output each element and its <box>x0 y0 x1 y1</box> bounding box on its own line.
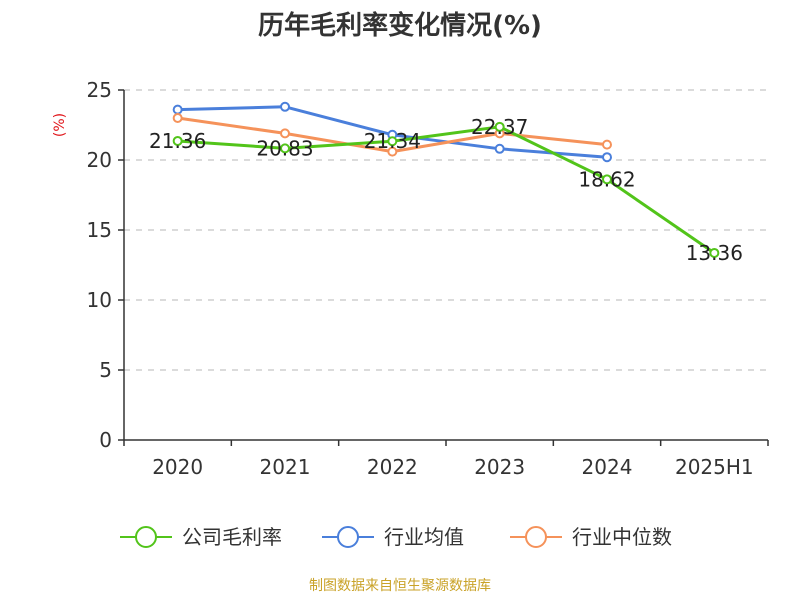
source-note: 制图数据来自恒生聚源数据库 <box>309 578 491 594</box>
legend-item[interactable]: 行业均值 <box>322 525 464 549</box>
legend-swatch-marker <box>337 526 359 548</box>
data-label: 13.36 <box>686 241 743 265</box>
y-tick-label: 25 <box>87 78 112 102</box>
y-tick-label: 15 <box>87 218 112 242</box>
series-group <box>172 101 720 258</box>
data-point <box>602 152 612 163</box>
legend-label: 公司毛利率 <box>182 525 282 549</box>
y-tick-label: 0 <box>99 428 112 452</box>
legend-label: 行业中位数 <box>572 525 672 549</box>
data-point <box>494 121 505 132</box>
data-point <box>280 143 290 154</box>
data-point <box>602 139 612 150</box>
legend-item[interactable]: 行业中位数 <box>510 525 672 549</box>
data-point <box>387 146 398 157</box>
legend-item[interactable]: 公司毛利率 <box>120 525 282 549</box>
data-point <box>387 136 398 147</box>
x-tick-label: 2023 <box>474 455 525 479</box>
y-tick-label: 10 <box>87 288 112 312</box>
data-point <box>494 143 505 154</box>
legend-label: 行业均值 <box>384 525 464 549</box>
data-point <box>280 128 290 139</box>
x-tick-label: 2022 <box>367 455 418 479</box>
x-tick-label: 2020 <box>152 455 203 479</box>
chart-title: 历年毛利率变化情况(%) <box>258 10 542 41</box>
x-tick-label: 2024 <box>582 455 633 479</box>
y-tick-label: 20 <box>87 148 112 172</box>
grid-lines <box>124 89 768 371</box>
legend: 公司毛利率 行业均值 行业中位数 <box>120 525 672 549</box>
x-tick-label: 2021 <box>260 455 311 479</box>
data-point <box>709 247 720 258</box>
data-label: 18.62 <box>578 167 635 191</box>
data-labels: 21.36 20.83 21.34 22.37 18.62 13.36 <box>149 115 743 265</box>
data-point <box>280 101 290 112</box>
x-tick-label: 2025H1 <box>675 455 754 479</box>
data-point <box>172 104 183 115</box>
y-axis-label: (%) <box>52 113 68 137</box>
data-point <box>172 113 183 123</box>
legend-swatch-marker <box>135 526 157 548</box>
data-label: 20.83 <box>256 136 313 160</box>
data-label: 22.37 <box>471 115 528 139</box>
data-point <box>172 135 183 146</box>
axes: 0 5 10 15 20 25 2020 2021 2022 2023 2024 2025H1 <box>87 78 769 479</box>
y-tick-label: 5 <box>99 358 112 382</box>
legend-swatch-marker <box>525 526 547 548</box>
data-label: 21.36 <box>149 129 206 153</box>
data-label: 21.34 <box>364 129 421 153</box>
data-point <box>602 174 612 185</box>
series-line <box>177 125 716 255</box>
